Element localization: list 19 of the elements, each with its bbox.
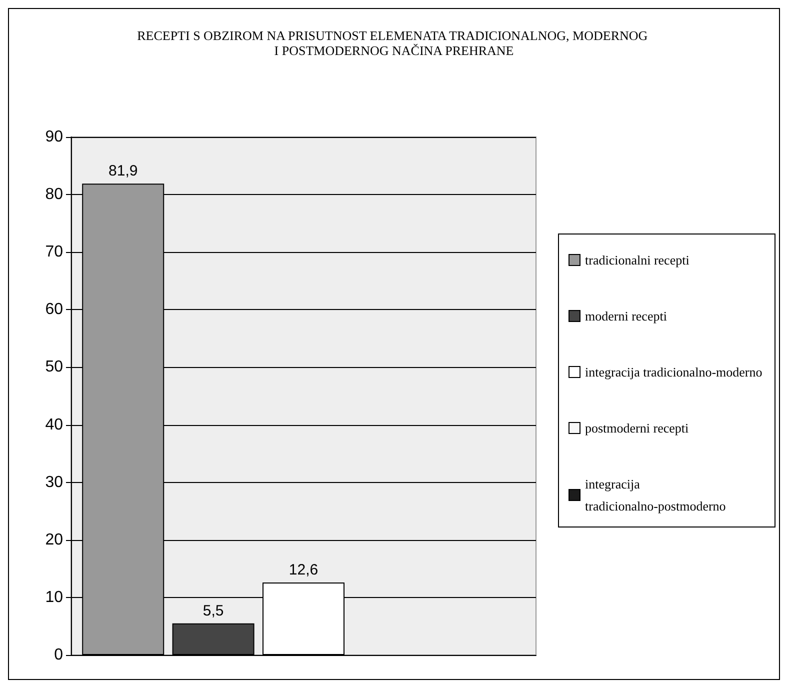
legend-label: tradicionalni recepti [585,252,690,268]
data-label: 5,5 [202,602,224,620]
data-label: 81,9 [108,162,138,180]
y-tick-label: 70 [45,244,64,261]
y-tick-label: 90 [45,128,64,146]
legend-label: integracija tradicionalno-postmoderno [585,476,726,514]
chart-title: RECEPTI S OBZIROM NA PRISUTNOST ELEMENATA TRADICIONALNOG, MODERNOG I POSTMODERNOG NAČINA PREHRANE [137,28,651,58]
legend-label: moderni recepti [585,308,668,324]
y-tick-label: 80 [45,186,64,204]
y-tick-label: 40 [45,416,64,434]
legend-label: postmoderni recepti [585,420,689,436]
legend-label: integracija tradicionalno-moderno [585,364,762,380]
y-tick-label: 20 [45,531,64,548]
data-label: 12,6 [288,561,318,578]
y-tick-label: 10 [45,588,64,606]
y-tick-label: 30 [45,474,64,491]
y-tick-label: 0 [54,646,64,664]
y-tick-label: 50 [45,358,64,376]
y-tick-label: 60 [45,301,64,318]
